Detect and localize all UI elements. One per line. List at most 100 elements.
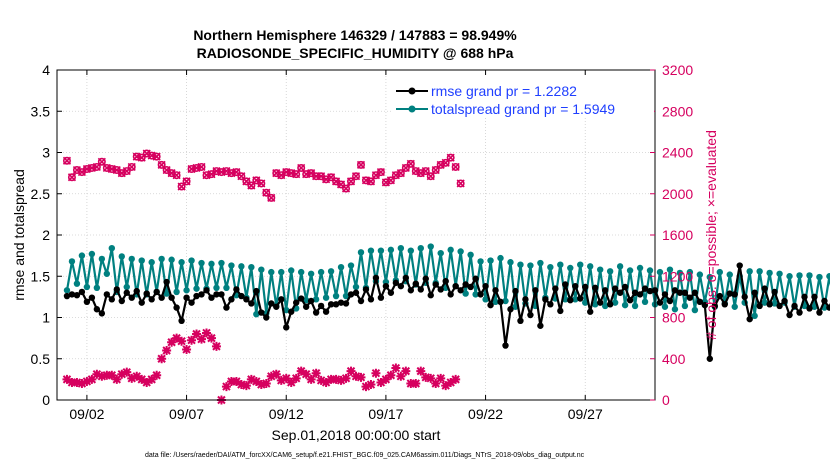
obs-evaluated-point bbox=[192, 329, 202, 339]
totalspread-point bbox=[367, 247, 375, 254]
obs-evaluated-point bbox=[221, 382, 231, 392]
obs-possible-point bbox=[421, 167, 430, 176]
obs-evaluated-point bbox=[241, 381, 251, 391]
y-right-tick-label: 800 bbox=[662, 310, 686, 326]
obs-possible-point bbox=[386, 176, 395, 185]
obs-evaluated-point bbox=[286, 377, 296, 387]
y-right-tick-label: 2000 bbox=[662, 186, 693, 202]
totalspread-point bbox=[198, 259, 205, 267]
rmse-point bbox=[472, 275, 479, 282]
rmse-point bbox=[238, 292, 245, 300]
rmse-point bbox=[806, 305, 813, 312]
rmse-point bbox=[342, 300, 350, 307]
rmse-point bbox=[78, 288, 86, 296]
rmse-point bbox=[158, 294, 165, 301]
totalspread-point bbox=[746, 268, 753, 275]
obs-evaluated-point bbox=[451, 374, 461, 384]
rmse-point bbox=[203, 287, 210, 294]
rmse-point bbox=[347, 291, 355, 298]
obs-possible-point bbox=[292, 170, 301, 179]
obs-evaluated-point bbox=[256, 380, 266, 390]
rmse-point bbox=[312, 309, 320, 316]
totalspread-point bbox=[601, 302, 609, 310]
obs-evaluated-point bbox=[396, 371, 406, 381]
totalspread-point bbox=[696, 271, 704, 278]
obs-possible-point bbox=[152, 152, 161, 161]
rmse-point bbox=[362, 286, 370, 293]
rmse-series bbox=[63, 262, 830, 362]
totalspread-point bbox=[302, 296, 310, 304]
obs-evaluated-point bbox=[341, 373, 351, 383]
rmse-point bbox=[213, 291, 220, 298]
rmse-point bbox=[517, 317, 524, 324]
obs-possible-point-cross bbox=[406, 159, 415, 168]
rmse-point bbox=[482, 282, 489, 290]
totalspread-point bbox=[587, 263, 594, 270]
totalspread-point bbox=[238, 263, 245, 270]
totalspread-point bbox=[118, 253, 125, 260]
obs-evaluated-point bbox=[401, 366, 411, 376]
rmse-point bbox=[796, 309, 803, 316]
obs-evaluated-point bbox=[316, 375, 326, 385]
obs-evaluated-point bbox=[326, 374, 336, 384]
totalspread-point bbox=[283, 306, 290, 314]
totalspread-point bbox=[467, 251, 474, 258]
totalspread-point bbox=[258, 266, 265, 273]
obs-possible-point-cross bbox=[182, 177, 191, 186]
totalspread-point bbox=[606, 268, 614, 275]
obs-evaluated-point bbox=[261, 379, 271, 388]
rmse-point bbox=[387, 289, 395, 296]
rmse-point bbox=[681, 289, 689, 296]
rmse-point bbox=[661, 291, 669, 298]
rmse-point bbox=[821, 297, 828, 305]
y-right-tick-label: 3200 bbox=[662, 62, 693, 78]
totalspread-point bbox=[756, 268, 763, 275]
legend-rmse-marker bbox=[408, 87, 416, 95]
obs-evaluated-point bbox=[251, 376, 261, 386]
obs-evaluated-point bbox=[107, 370, 117, 380]
totalspread-point bbox=[103, 270, 111, 277]
rmse-point bbox=[108, 296, 116, 303]
totalspread-point bbox=[73, 280, 81, 287]
rmse-point bbox=[168, 294, 175, 301]
obs-evaluated-point bbox=[236, 380, 246, 390]
totalspread-point bbox=[427, 243, 434, 250]
x-tick-label: 09/22 bbox=[468, 406, 503, 422]
obs-possible-point bbox=[232, 168, 241, 177]
rmse-point bbox=[711, 302, 718, 310]
totalspread-point bbox=[557, 261, 564, 268]
obs-evaluated-point bbox=[157, 354, 167, 364]
totalspread-point bbox=[138, 257, 145, 264]
rmse-point bbox=[367, 296, 375, 303]
y-axis-label: rmse and totalspread bbox=[11, 169, 27, 301]
rmse-point bbox=[148, 296, 155, 303]
obs-possible-point bbox=[441, 158, 450, 167]
rmse-point bbox=[701, 301, 709, 309]
rmse-point bbox=[412, 280, 419, 287]
rmse-point bbox=[816, 309, 823, 316]
obs-evaluated-point bbox=[246, 374, 256, 384]
totalspread-point bbox=[78, 252, 86, 259]
rmse-point bbox=[283, 324, 290, 331]
totalspread-point bbox=[332, 292, 340, 300]
x-axis-ticks: 09/02 09/07 09/12 09/17 09/22 09/27 bbox=[69, 70, 603, 422]
obs-possible-point-cross bbox=[446, 153, 455, 162]
obs-possible-point bbox=[297, 163, 306, 172]
rmse-point bbox=[218, 291, 225, 298]
x-tick-label: 09/12 bbox=[269, 406, 304, 422]
y-tick-label: 3.5 bbox=[31, 103, 51, 119]
rmse-point bbox=[208, 294, 215, 301]
obs-evaluated-point bbox=[436, 373, 446, 383]
obs-evaluated-point bbox=[132, 371, 142, 381]
chart-title-line1: Northern Hemisphere 146329 / 147883 = 98… bbox=[193, 27, 517, 43]
rmse-point bbox=[826, 304, 830, 311]
obs-evaluated-point bbox=[117, 369, 127, 379]
totalspread-point bbox=[377, 247, 385, 254]
obs-possible-point bbox=[62, 156, 71, 165]
totalspread-point bbox=[621, 301, 629, 309]
obs-possible-point-cross bbox=[197, 162, 206, 172]
obs-possible-point bbox=[401, 163, 410, 172]
totalspread-point bbox=[482, 296, 489, 303]
obs-evaluated-point bbox=[112, 374, 122, 384]
